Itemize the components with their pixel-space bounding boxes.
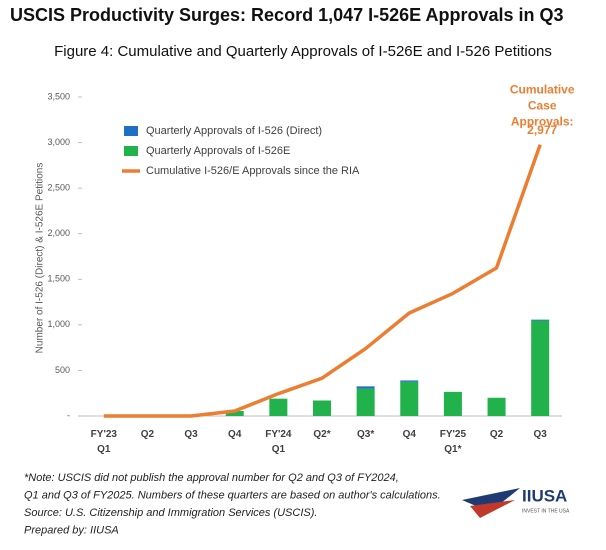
x-tick-label: Q3 <box>184 429 198 440</box>
x-tick-label: Q3 <box>534 429 548 440</box>
x-tick-label: FY'25 Q1* <box>440 429 467 455</box>
bar <box>225 410 244 416</box>
annotation: Cumulative Case Approvals: <box>510 83 575 129</box>
logo-name: IIUSA <box>522 486 567 505</box>
bar <box>531 320 550 416</box>
x-tick-label: Q4 <box>403 429 417 440</box>
bar <box>487 397 506 416</box>
y-tick-label: 2,000 <box>47 228 70 238</box>
y-tick-label: 2,500 <box>47 183 70 193</box>
x-tick-label: Q2 <box>490 429 504 440</box>
footnote: Source: U.S. Citizenship and Immigration… <box>24 507 317 519</box>
bar <box>356 386 375 389</box>
x-tick-label: Q2* <box>313 429 330 440</box>
footnote: Prepared by: IIUSA <box>24 524 119 536</box>
y-tick-label: - <box>67 410 70 420</box>
bar <box>400 381 419 416</box>
footnote: *Note: USCIS did not publish the approva… <box>24 472 399 484</box>
bar <box>443 391 462 416</box>
x-tick-label: FY'23 Q1 <box>91 429 118 455</box>
x-tick-label: Q2 <box>141 429 155 440</box>
logo-tagline: INVEST IN THE USA <box>522 508 570 514</box>
line <box>103 144 542 418</box>
y-tick-label: 3,000 <box>47 137 70 147</box>
data-label: 2,977 <box>527 123 557 137</box>
legend-label: Quarterly Approvals of I-526E <box>146 145 290 157</box>
bar <box>356 388 375 416</box>
footnote: Q1 and Q3 of FY2025. Numbers of these qu… <box>24 489 441 501</box>
logo-mark <box>470 500 515 518</box>
chart-title: USCIS Productivity Surges: Record 1,047 … <box>10 5 564 25</box>
bar <box>400 380 419 382</box>
bar <box>313 400 331 416</box>
legend-label: Quarterly Approvals of I-526 (Direct) <box>146 125 322 137</box>
legend-label: Cumulative I-526/E Approvals since the R… <box>146 165 360 177</box>
bar <box>531 319 550 321</box>
x-tick-label: Q4 <box>228 429 242 440</box>
legend-swatch <box>124 146 138 156</box>
y-tick-label: 3,500 <box>47 91 70 101</box>
x-tick-label: Q3* <box>357 429 374 440</box>
chart-subtitle: Figure 4: Cumulative and Quarterly Appro… <box>54 43 552 60</box>
y-tick-label: 500 <box>55 365 70 375</box>
y-tick-label: 1,000 <box>47 319 70 329</box>
y-tick-label: 1,500 <box>47 274 70 284</box>
bar <box>269 398 288 416</box>
x-tick-label: FY'24 Q1 <box>265 429 292 455</box>
y-axis-label: Number of I-526 (Direct) & I-526E Petiti… <box>35 163 46 354</box>
logo: IIUSA INVEST IN THE USA <box>462 486 570 518</box>
legend-swatch <box>124 126 138 136</box>
